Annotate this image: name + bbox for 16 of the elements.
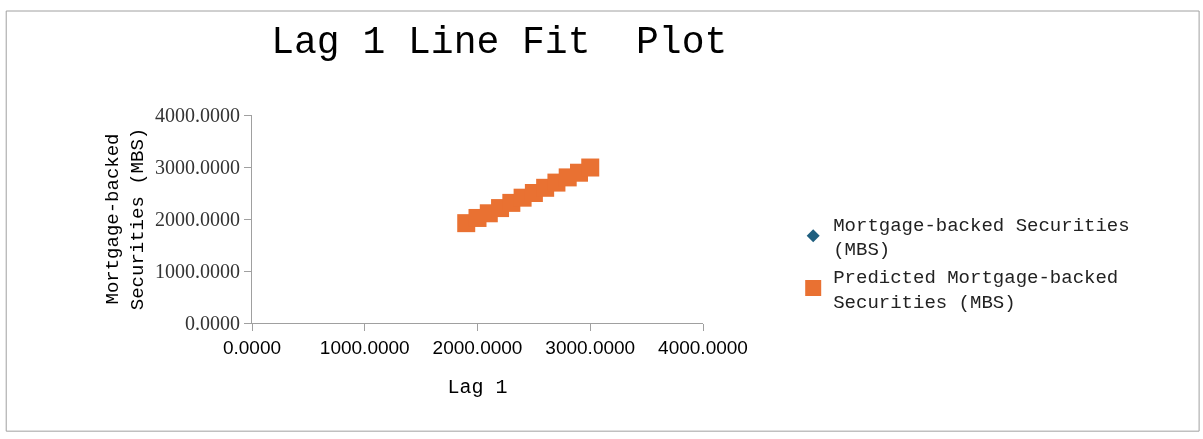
x-axis-title: Lag 1 <box>447 376 508 400</box>
point <box>581 158 600 177</box>
y-tick-label: 0.0000 <box>185 312 240 334</box>
y-tick-label: 2000.0000 <box>155 208 240 230</box>
y-tick-label: 1000.0000 <box>155 260 240 282</box>
x-tick-label: 2000.0000 <box>432 336 523 358</box>
y-tick-label: 3000.0000 <box>155 156 240 178</box>
y-tick-label: 4000.0000 <box>155 104 240 126</box>
x-tick-label: 1000.0000 <box>319 336 410 358</box>
x-tick-label: 4000.0000 <box>658 336 748 358</box>
legend-label: Mortgage-backed Securities (MBS) <box>833 214 1130 262</box>
y-axis-title: Mortgage-backed Securities (MBS) <box>102 127 149 311</box>
x-tick-label: 0.0000 <box>222 336 282 358</box>
chart-title: Lag 1 Line Fit Plot <box>271 20 728 64</box>
x-tick-label: 3000.0000 <box>545 336 636 358</box>
legend-label: Predicted Mortgage-backed Securities (MBS) <box>833 267 1119 314</box>
